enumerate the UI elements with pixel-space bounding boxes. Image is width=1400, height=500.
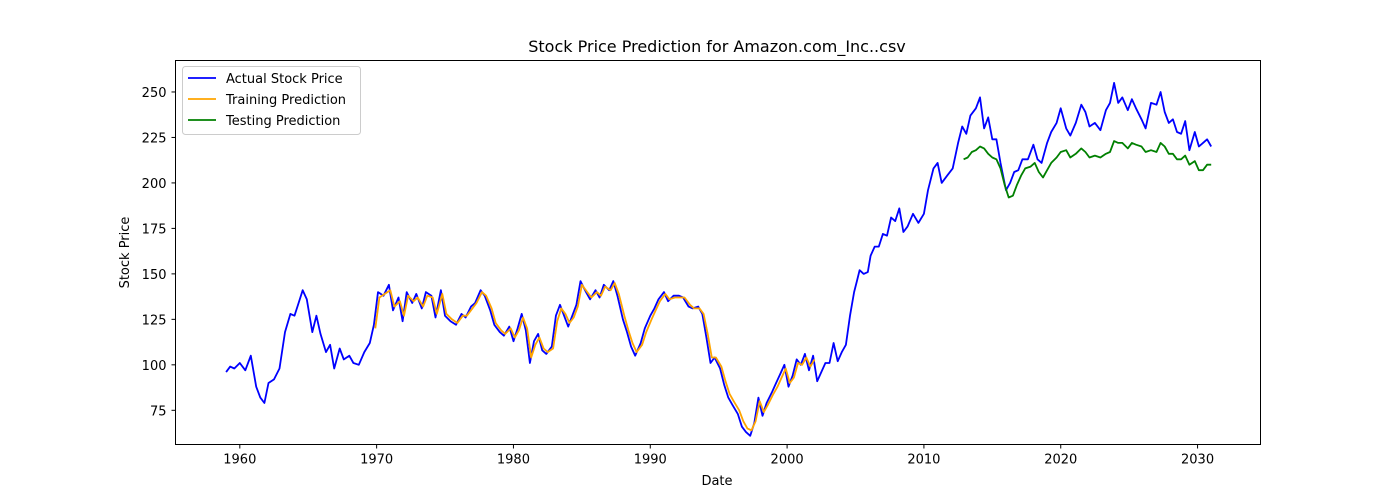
chart-title: Stock Price Prediction for Amazon.com_In… <box>528 37 906 57</box>
x-tick-label: 2010 <box>907 453 940 468</box>
y-tick-label: 250 <box>142 86 167 101</box>
x-tick-label: 1990 <box>634 453 667 468</box>
series-line-actual-stock-price <box>225 82 1212 437</box>
legend-label-training: Training Prediction <box>225 93 346 108</box>
y-axis-label: Stock Price <box>118 217 133 289</box>
legend-box <box>182 66 361 135</box>
x-tick-label: 2030 <box>1181 453 1214 468</box>
x-tick-label: 2020 <box>1044 453 1077 468</box>
x-tick-label: 1980 <box>497 453 530 468</box>
series-line-training-prediction <box>374 282 816 432</box>
series-line-testing-prediction <box>963 140 1212 199</box>
y-tick-label: 75 <box>150 404 167 419</box>
legend-label-actual: Actual Stock Price <box>226 72 343 87</box>
y-tick-label: 225 <box>142 131 167 146</box>
x-axis-ticks: 1960 1970 1980 1990 2000 2010 2020 2030 <box>223 444 1214 468</box>
x-axis-label: Date <box>701 474 732 489</box>
y-tick-label: 150 <box>142 268 167 283</box>
y-tick-label: 200 <box>142 177 167 192</box>
y-axis-ticks: 75 100 125 150 175 200 225 250 <box>142 86 176 419</box>
y-tick-label: 175 <box>142 222 167 237</box>
legend-label-testing: Testing Prediction <box>225 114 340 129</box>
x-tick-label: 1970 <box>360 453 393 468</box>
y-tick-label: 100 <box>142 359 167 374</box>
x-tick-label: 1960 <box>223 453 256 468</box>
plot-frame <box>175 60 1261 445</box>
x-tick-label: 2000 <box>771 453 804 468</box>
plot-lines <box>225 82 1212 437</box>
legend: Actual Stock Price Training Prediction T… <box>182 66 361 135</box>
y-tick-label: 125 <box>142 313 167 328</box>
